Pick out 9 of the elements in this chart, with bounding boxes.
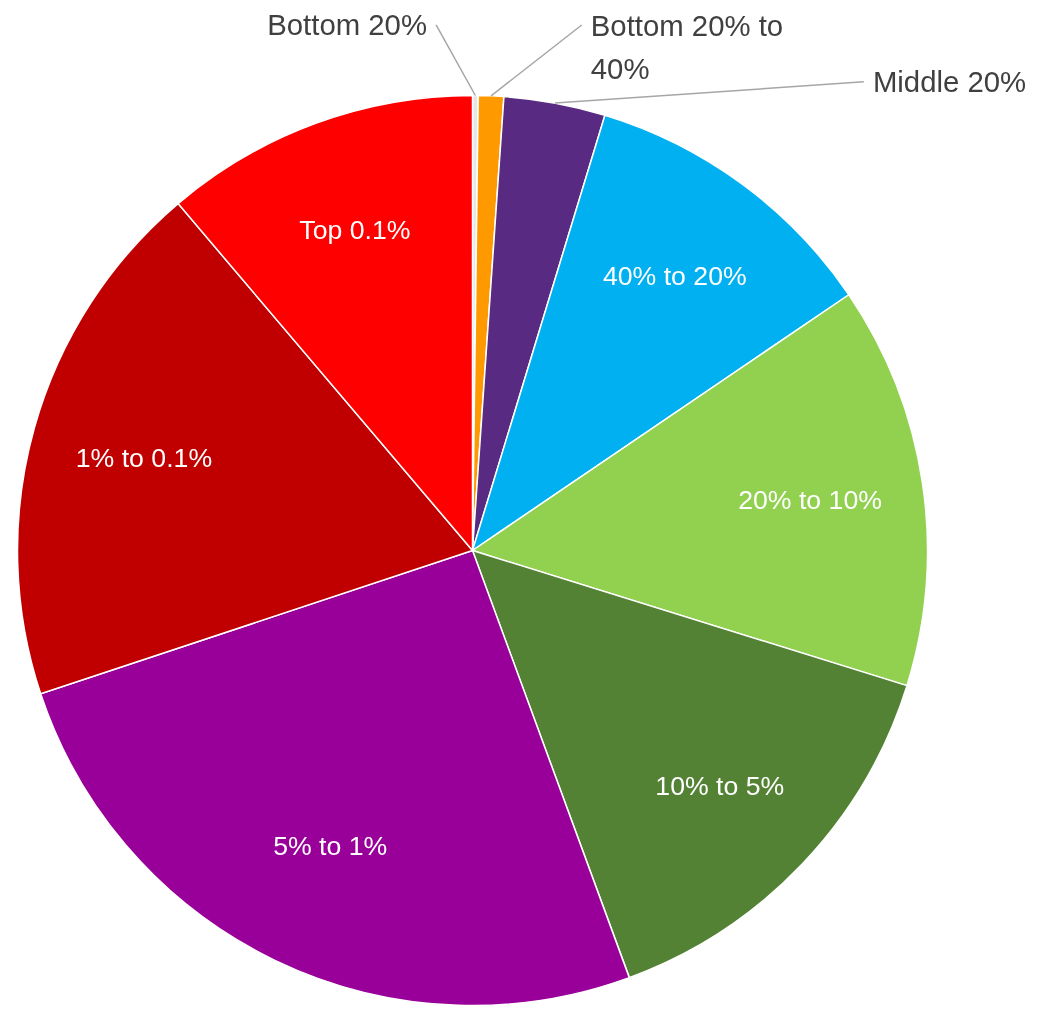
slice-label: Top 0.1% [299,215,411,246]
slice-label: Middle 20% [872,65,1027,99]
slice-label: Bottom 20% [267,8,428,42]
slice-label: 5% to 1% [273,830,388,861]
slice-label: 10% to 5% [655,770,785,801]
slice-label: 40% to 20% [602,260,747,291]
slice-label: 1% to 0.1% [75,443,213,474]
slice-label: Bottom 20% to 40% [590,8,784,85]
slice-label: 20% to 10% [738,485,882,516]
